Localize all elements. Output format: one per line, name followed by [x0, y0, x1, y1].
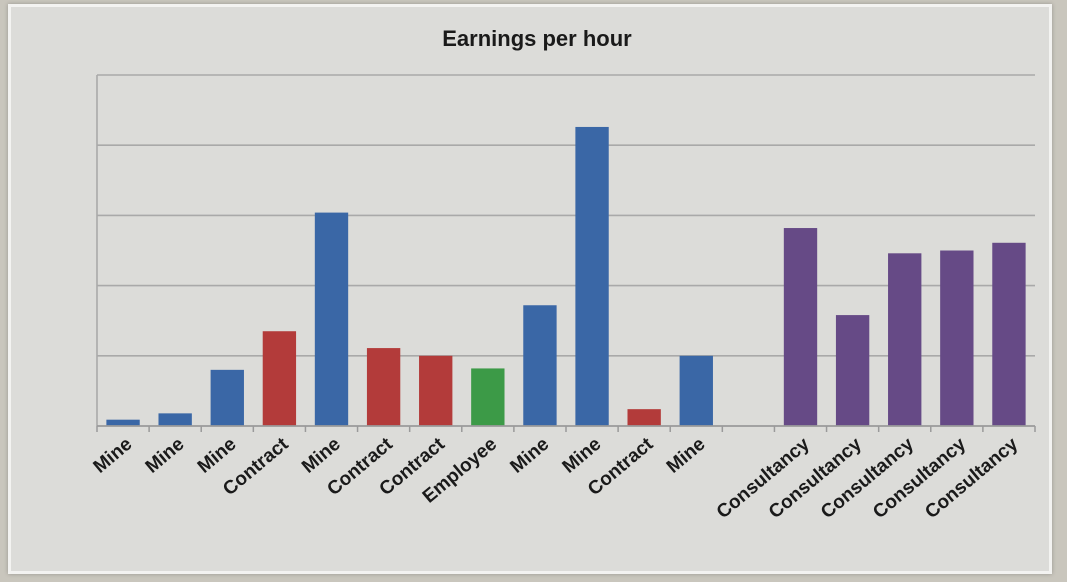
- bars: [106, 126, 1026, 426]
- bar-mine: [210, 369, 244, 426]
- bar-consultancy: [888, 253, 922, 426]
- bar-contract: [262, 331, 297, 426]
- bar-consultancy: [783, 228, 818, 426]
- x-tick-label: Mine: [142, 434, 189, 478]
- bar-consultancy: [940, 250, 974, 426]
- chart-frame: Earnings per hour Mine Mine Mine Contract Mi…: [8, 4, 1052, 574]
- bar-mine: [575, 126, 609, 426]
- bar-consultancy: [835, 315, 870, 426]
- bar-mine: [158, 413, 192, 426]
- bar-contract: [419, 355, 453, 426]
- bar-contract: [366, 348, 401, 426]
- x-tick-label: Consultancy: [921, 433, 1022, 523]
- x-tick-label: Mine: [90, 434, 137, 478]
- bar-mine: [314, 212, 349, 426]
- x-tick-label: Mine: [507, 434, 554, 478]
- x-tick-label: Mine: [663, 434, 710, 478]
- bar-mine: [523, 305, 557, 426]
- bar-mine: [106, 419, 140, 426]
- bar-contract: [627, 409, 661, 426]
- gridlines: [97, 74, 1035, 357]
- bar-consultancy: [992, 242, 1026, 426]
- axes: [96, 75, 1036, 432]
- bar-employee: [471, 368, 505, 426]
- bar-mine: [679, 355, 713, 426]
- chart-title: Earnings per hour: [442, 26, 632, 51]
